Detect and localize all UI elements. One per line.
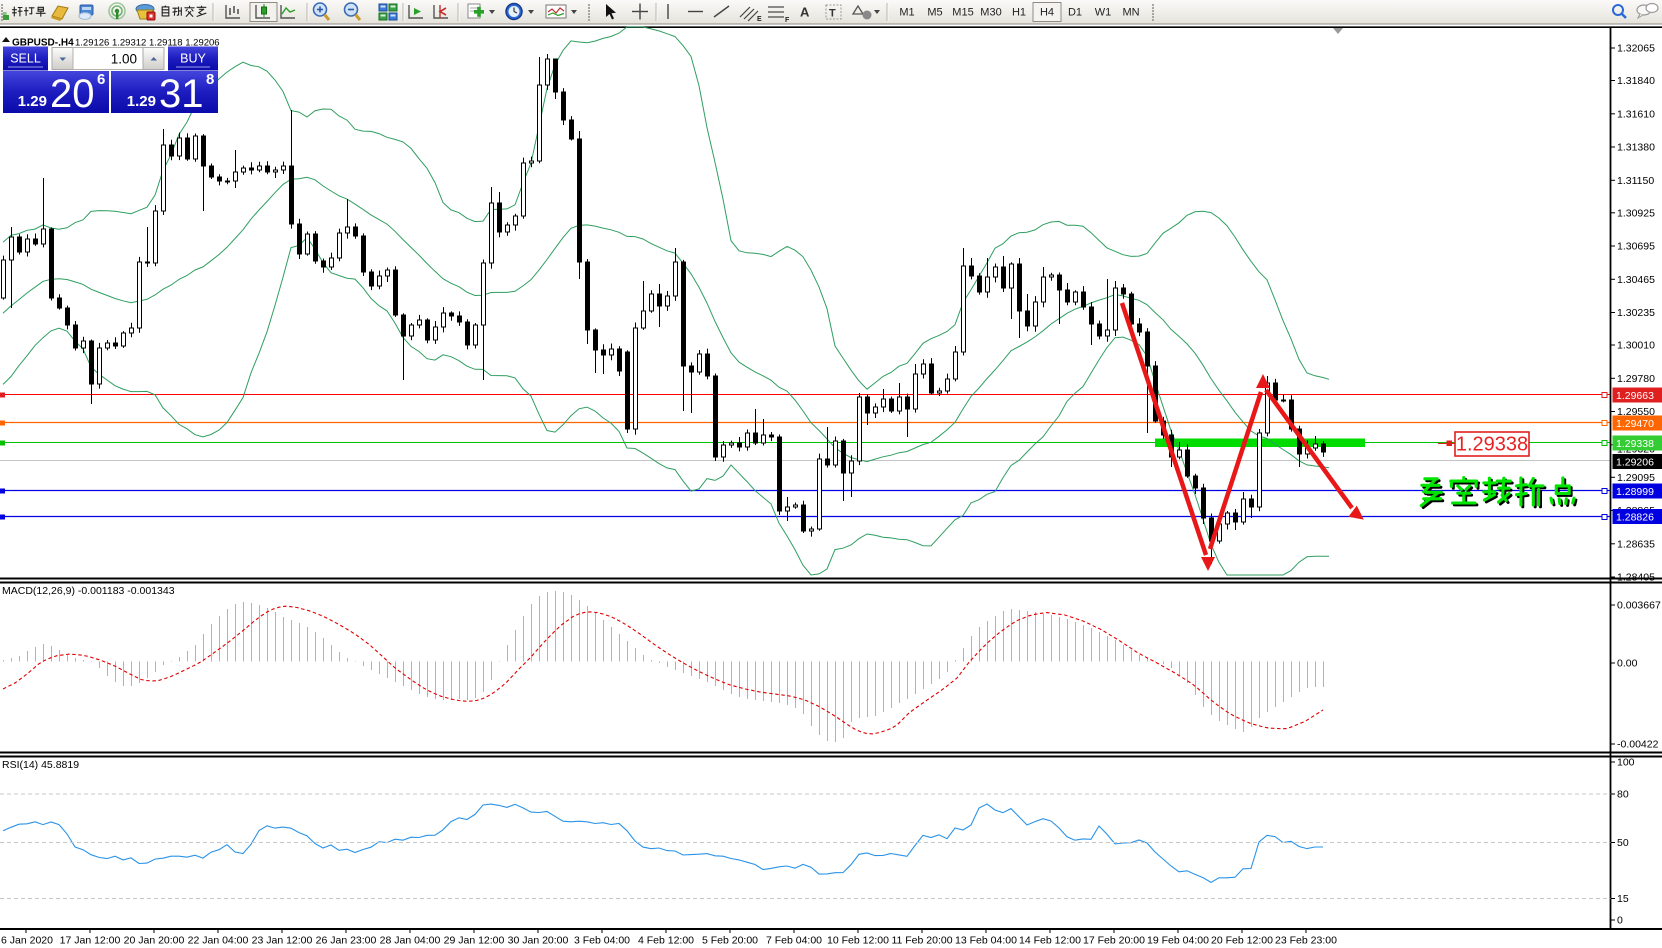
svg-text:50: 50 <box>1617 837 1629 849</box>
svg-text:20: 20 <box>50 72 95 116</box>
svg-text:23 Feb 23:00: 23 Feb 23:00 <box>1275 935 1337 947</box>
svg-text:1.30925: 1.30925 <box>1617 207 1655 219</box>
svg-text:23 Jan 12:00: 23 Jan 12:00 <box>252 935 313 947</box>
svg-text:MN: MN <box>1122 7 1139 19</box>
svg-text:15: 15 <box>1617 893 1629 905</box>
svg-text:5 Feb 20:00: 5 Feb 20:00 <box>702 935 758 947</box>
svg-text:M1: M1 <box>899 7 914 19</box>
svg-text:RSI(14) 45.8819: RSI(14) 45.8819 <box>2 759 79 771</box>
svg-text:1.29550: 1.29550 <box>1617 406 1655 418</box>
svg-text:13 Feb 04:00: 13 Feb 04:00 <box>955 935 1017 947</box>
svg-text:30 Jan 20:00: 30 Jan 20:00 <box>508 935 569 947</box>
svg-text:1.29095: 1.29095 <box>1617 472 1655 484</box>
svg-text:1.29338: 1.29338 <box>1456 434 1528 456</box>
svg-text:4 Feb 12:00: 4 Feb 12:00 <box>638 935 694 947</box>
svg-text:F: F <box>785 17 790 24</box>
svg-text:17 Jan 12:00: 17 Jan 12:00 <box>60 935 121 947</box>
svg-text:8: 8 <box>206 71 214 88</box>
svg-text:31: 31 <box>159 72 204 116</box>
svg-text:1.32065: 1.32065 <box>1617 43 1655 55</box>
svg-text:1.29126 1.29312 1.29118 1.2920: 1.29126 1.29312 1.29118 1.29206 <box>75 38 220 49</box>
svg-text:1.30465: 1.30465 <box>1617 274 1655 286</box>
svg-text:1.29663: 1.29663 <box>1616 390 1654 402</box>
svg-text:20 Feb 12:00: 20 Feb 12:00 <box>1211 935 1273 947</box>
svg-text:M30: M30 <box>980 7 1001 19</box>
svg-text:20 Jan 20:00: 20 Jan 20:00 <box>124 935 185 947</box>
svg-text:SELL: SELL <box>10 52 41 66</box>
svg-text:1.28405: 1.28405 <box>1617 572 1655 584</box>
svg-text:17 Feb 20:00: 17 Feb 20:00 <box>1083 935 1145 947</box>
svg-text:22 Jan 04:00: 22 Jan 04:00 <box>188 935 249 947</box>
svg-text:100: 100 <box>1617 757 1635 769</box>
svg-text:0: 0 <box>1617 915 1623 927</box>
svg-text:1.29780: 1.29780 <box>1617 373 1655 385</box>
svg-text:BUY: BUY <box>180 52 206 66</box>
svg-text:1.30235: 1.30235 <box>1617 307 1655 319</box>
svg-text:14 Feb 12:00: 14 Feb 12:00 <box>1019 935 1081 947</box>
svg-text:D1: D1 <box>1068 7 1082 19</box>
svg-text:H1: H1 <box>1012 7 1026 19</box>
svg-text:6: 6 <box>97 71 105 88</box>
svg-text:1.28999: 1.28999 <box>1616 486 1654 498</box>
svg-text:6 Jan 2020: 6 Jan 2020 <box>1 935 53 947</box>
svg-text:-0.00422: -0.00422 <box>1617 739 1659 751</box>
svg-text:1.29206: 1.29206 <box>1616 457 1654 469</box>
svg-text:1.29470: 1.29470 <box>1616 418 1654 430</box>
svg-text:E: E <box>757 16 762 23</box>
svg-text:1.28635: 1.28635 <box>1617 538 1655 550</box>
svg-text:1.31840: 1.31840 <box>1617 75 1655 87</box>
svg-text:MACD(12,26,9) -0.001183 -0.001: MACD(12,26,9) -0.001183 -0.001343 <box>2 585 175 597</box>
svg-text:7 Feb 04:00: 7 Feb 04:00 <box>766 935 822 947</box>
svg-text:0.00: 0.00 <box>1617 658 1638 670</box>
svg-text:80: 80 <box>1617 789 1629 801</box>
svg-text:W1: W1 <box>1095 7 1112 19</box>
svg-text:3 Feb 04:00: 3 Feb 04:00 <box>574 935 630 947</box>
svg-text:10 Feb 12:00: 10 Feb 12:00 <box>827 935 889 947</box>
svg-text:T: T <box>829 8 836 20</box>
svg-text:A: A <box>800 5 810 20</box>
svg-text:H4: H4 <box>1040 7 1054 19</box>
svg-text:28 Jan 04:00: 28 Jan 04:00 <box>380 935 441 947</box>
svg-text:M5: M5 <box>927 7 942 19</box>
svg-text:1.28826: 1.28826 <box>1616 512 1654 524</box>
svg-text:19 Feb 04:00: 19 Feb 04:00 <box>1147 935 1209 947</box>
svg-text:1.29: 1.29 <box>127 93 156 110</box>
svg-text:1.29338: 1.29338 <box>1616 438 1654 450</box>
svg-text:1.30010: 1.30010 <box>1617 340 1655 352</box>
svg-text:11 Feb 20:00: 11 Feb 20:00 <box>891 935 952 947</box>
svg-text:1.30695: 1.30695 <box>1617 241 1655 253</box>
svg-text:GBPUSD-,H4: GBPUSD-,H4 <box>12 38 74 49</box>
svg-text:0.003667: 0.003667 <box>1617 600 1661 612</box>
svg-text:1.31150: 1.31150 <box>1617 175 1654 187</box>
svg-text:1.00: 1.00 <box>111 52 137 67</box>
svg-text:M15: M15 <box>952 7 973 19</box>
svg-text:26 Jan 23:00: 26 Jan 23:00 <box>316 935 377 947</box>
svg-text:1.31380: 1.31380 <box>1617 142 1655 154</box>
svg-text:1.31610: 1.31610 <box>1617 108 1655 120</box>
svg-text:29 Jan 12:00: 29 Jan 12:00 <box>444 935 505 947</box>
svg-text:1.29: 1.29 <box>18 93 47 110</box>
